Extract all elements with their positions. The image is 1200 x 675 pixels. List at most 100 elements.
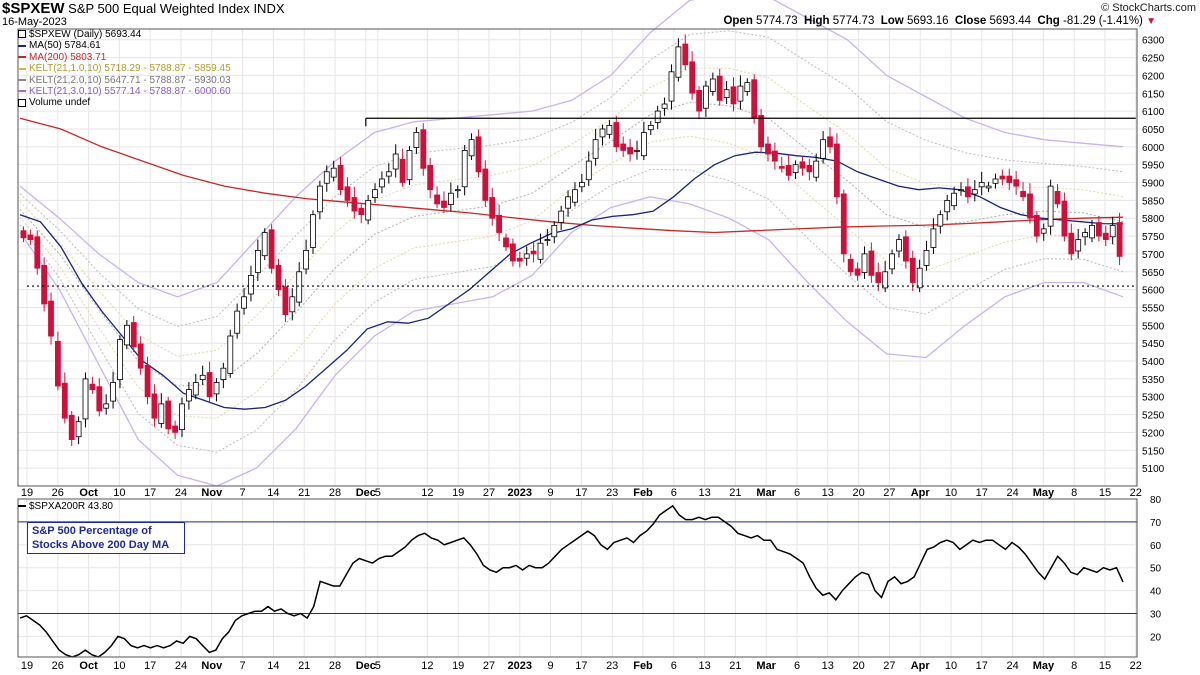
price-gridlines (18, 29, 1137, 486)
price-panel-border (17, 28, 1138, 487)
x-tick-label: 22 (1130, 487, 1142, 499)
line-icon (18, 505, 26, 508)
x-tick-label: 20 (852, 660, 864, 672)
candle-up (103, 403, 110, 409)
candle-up (468, 139, 475, 157)
symbol-name: S&P 500 Equal Weighted Index (68, 1, 250, 16)
candle-down (358, 207, 365, 215)
candle-up (971, 189, 978, 195)
candle-up (703, 85, 709, 109)
candle-down (206, 372, 213, 398)
x-tick-label: 23 (606, 660, 618, 672)
legend-item-kelt3: KELT(21,3.0,10) 5577.14 - 5788.87 - 6000… (18, 86, 231, 97)
candle-down (1027, 193, 1033, 219)
candle-down (909, 257, 916, 283)
x-tick-label: 10 (113, 487, 125, 499)
candle-down (151, 393, 158, 419)
indicator-y-tick-label: 20 (1150, 632, 1162, 643)
x-tick-label: 19 (452, 660, 464, 672)
candle-down (875, 272, 882, 283)
candle-up (1047, 185, 1054, 227)
x-tick-label: 26 (52, 660, 64, 672)
candle-up (592, 139, 599, 159)
x-tick-label: 17 (144, 660, 156, 672)
candle-down (847, 258, 854, 273)
candle-down (620, 143, 627, 151)
candle-up (930, 228, 937, 248)
candle-down (20, 230, 27, 239)
candle-up (737, 85, 744, 102)
chg-label: Chg (1037, 15, 1060, 27)
x-tick-label: 21 (298, 487, 310, 499)
candle-up (744, 82, 751, 92)
candle-up (316, 185, 323, 213)
candle-down (530, 250, 537, 255)
legend-text: MA(200) 5803.71 (29, 51, 107, 63)
candle-up (323, 171, 330, 184)
x-tick-label: Mar (756, 487, 776, 499)
candle-down (420, 129, 427, 169)
candle-up (565, 196, 571, 209)
x-tick-label: 17 (144, 487, 156, 499)
candle-down (427, 164, 434, 191)
indicator-panel-border (17, 498, 1138, 658)
candle-up (185, 389, 192, 402)
candle-up (413, 132, 420, 148)
candle-up (234, 310, 241, 334)
candle-down (337, 164, 344, 191)
ohlc-readout: Open 5774.73 High 5774.73 Low 5693.16 Cl… (723, 15, 1156, 27)
candle-up (330, 167, 337, 178)
open-value: 5774.73 (756, 15, 798, 27)
candle-up (1075, 239, 1082, 252)
x-tick-label: 5 (375, 487, 381, 499)
price-y-tick-label: 6300 (1142, 36, 1165, 47)
legend-item-ma50: MA(50) 5784.61 (18, 40, 231, 51)
x-tick-label: 12 (421, 660, 433, 672)
candle-up (385, 171, 392, 177)
price-y-tick-label: 5900 (1142, 179, 1165, 190)
kelt2-upper-line (19, 30, 1124, 328)
indicator-title: $SPXA200R 43.80 (29, 501, 113, 512)
x-tick-label: 10 (113, 660, 125, 672)
support-resistance-lines (27, 117, 1136, 287)
price-y-tick-label: 6050 (1142, 125, 1165, 136)
x-tick-label: 17 (575, 487, 587, 499)
price-y-tick-label: 5150 (1142, 446, 1165, 457)
candle-down (441, 200, 447, 208)
x-tick-label: 17 (575, 660, 587, 672)
candle-down (1006, 175, 1013, 183)
candle-down (785, 164, 792, 176)
x-tick-label: Dec (356, 487, 376, 499)
line-icon (18, 56, 26, 59)
legend-item-kelt2: KELT(21,2.0,10) 5647.71 - 5788.87 - 5930… (18, 75, 231, 86)
line-icon (18, 67, 26, 70)
price-y-axis: 5100 5150 5200 5250 5300 5350 5400 5450 5500 5550… (1142, 36, 1165, 475)
candle-up (951, 192, 957, 207)
candle-up (296, 271, 303, 303)
kelt3-upper-line (19, 0, 1124, 298)
x-tick-label: Apr (911, 660, 931, 672)
candle-down (965, 186, 971, 198)
x-tick-label: 5 (375, 660, 381, 672)
x-tick-label: 17 (976, 487, 988, 499)
candle-up (303, 249, 310, 270)
candle-down (509, 243, 516, 262)
x-tick-label: 14 (267, 660, 279, 672)
indicator-y-tick-label: 30 (1150, 609, 1162, 620)
x-tick-label: 19 (452, 487, 464, 499)
indicator-y-axis: 20 30 40 50 60 70 80 (1150, 495, 1162, 643)
candle-down (806, 164, 813, 173)
open-label: Open (723, 15, 753, 27)
exchange: INDX (253, 1, 285, 16)
candle-up (213, 382, 220, 395)
candle-down (48, 300, 54, 337)
price-y-tick-label: 5400 (1142, 357, 1165, 368)
candle-down (613, 122, 620, 148)
candle-up (813, 160, 820, 178)
candle-up (606, 125, 613, 135)
x-tick-label: 24 (175, 487, 187, 499)
x-tick-label: 13 (822, 660, 834, 672)
candle-up (889, 253, 895, 270)
candle-up (544, 239, 551, 242)
candle-down (61, 382, 68, 419)
